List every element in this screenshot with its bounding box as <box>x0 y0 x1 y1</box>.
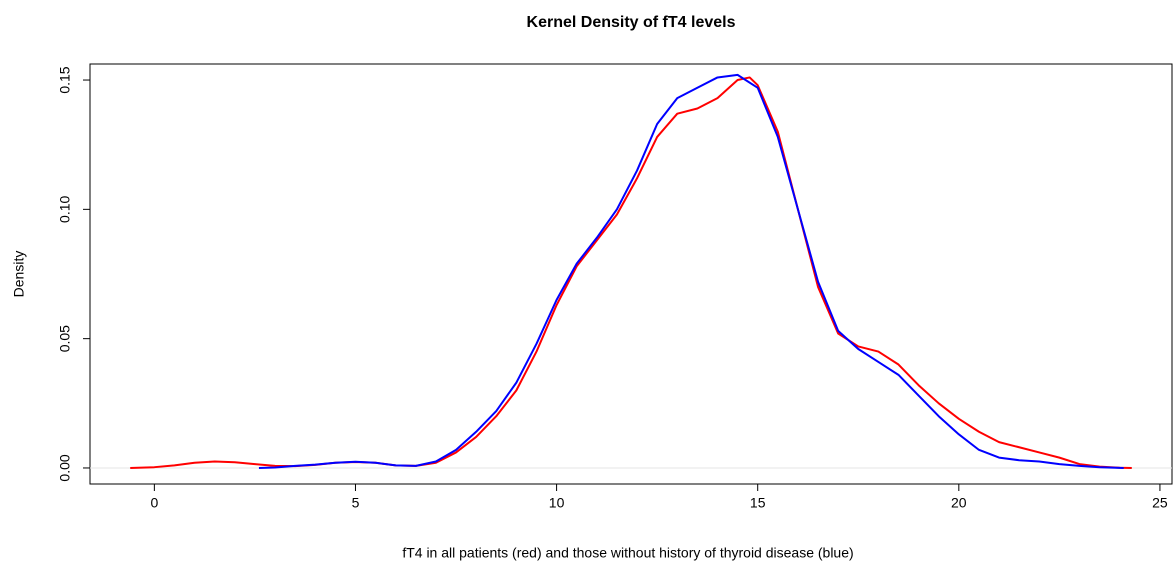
x-tick-label: 25 <box>1152 495 1168 511</box>
x-tick-label: 0 <box>150 495 158 511</box>
y-tick-label: 0.15 <box>57 66 73 93</box>
x-tick-label: 10 <box>549 495 565 511</box>
x-axis-label: fT4 in all patients (red) and those with… <box>402 545 853 561</box>
density-line <box>130 76 1132 469</box>
x-tick-label: 5 <box>352 495 360 511</box>
y-tick-label: 0.05 <box>57 325 73 352</box>
y-axis-label: Density <box>11 251 27 298</box>
plot-frame <box>89 63 1173 485</box>
x-tick-label: 15 <box>750 495 766 511</box>
density-line <box>258 73 1124 469</box>
x-tick-label: 20 <box>951 495 967 511</box>
y-tick-label: 0.10 <box>57 196 73 223</box>
y-tick-label: 0.00 <box>57 454 73 481</box>
chart-title: Kernel Density of fT4 levels <box>527 14 736 31</box>
